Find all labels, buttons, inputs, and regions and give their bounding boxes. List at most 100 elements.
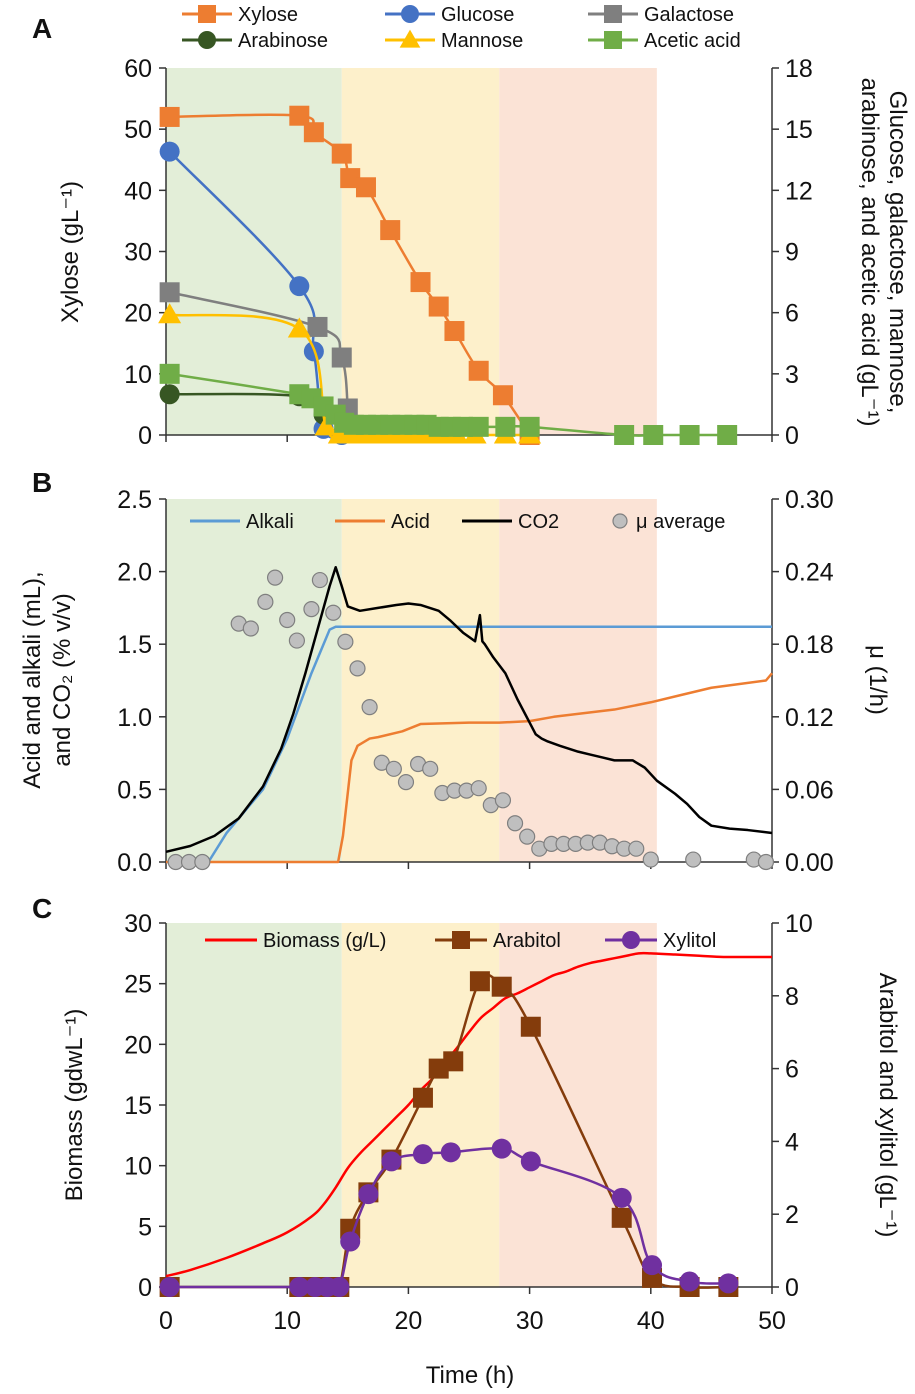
point-average [685, 851, 702, 868]
series-acetic-acid [159, 363, 738, 445]
point-xylose [428, 296, 449, 317]
legend-marker [612, 513, 628, 529]
axes-c: 0 5 10 15 20 25 30 0 2 4 6 8 10 0 10 20 30 40 50 [124, 910, 813, 1335]
line-alkali [166, 625, 772, 864]
point-xylitol [491, 1138, 512, 1159]
point-average [494, 792, 512, 809]
y-tick-label-right: 6 [785, 300, 799, 328]
x-tick-label: 30 [516, 1307, 544, 1335]
legend-marker [399, 29, 421, 48]
panel-a: A Xylose Glucose Galactose Arabinose Mannose… [32, 4, 911, 450]
line-co2 [165, 565, 773, 854]
point-average [337, 633, 354, 650]
point-xylose [468, 360, 489, 381]
point-average [266, 569, 284, 586]
legend-label: Glucose [441, 4, 514, 26]
point-average [642, 851, 659, 868]
point-average [311, 571, 329, 589]
y-tick-label-right: 4 [785, 1128, 799, 1156]
point-xylose [355, 177, 376, 198]
line-acid [166, 672, 773, 864]
y-tick-label-right: 6 [785, 1056, 799, 1084]
point-xylitol [412, 1144, 433, 1165]
legend-item-arabinose: Arabinose [182, 30, 328, 52]
point-average [194, 853, 211, 871]
point-average [349, 660, 366, 677]
y-axis-label-left-b-line1: Acid and alkali (mL), [19, 571, 46, 788]
point-xylose [303, 122, 324, 143]
y-tick-label-right: 0.06 [785, 776, 834, 804]
point-arabitol [491, 976, 512, 997]
point-acetic-acid [468, 416, 489, 437]
y-tick-label-left: 1.0 [117, 704, 152, 732]
phase-band-3 [499, 68, 657, 435]
point-xylitol [289, 1277, 310, 1297]
y-tick-label-left: 0 [138, 422, 152, 450]
point-average [506, 815, 524, 832]
panel-letter-b: B [32, 467, 52, 498]
point-xylose [492, 385, 513, 406]
series-a [158, 105, 738, 445]
legend-marker [604, 31, 622, 49]
point-xylitol [611, 1187, 632, 1208]
point-acetic-acid [452, 416, 473, 437]
point-average [303, 601, 320, 618]
point-xylose [380, 220, 401, 241]
y-tick-label-right: 9 [785, 239, 799, 267]
legend-label: Xylitol [663, 930, 716, 952]
point-glucose [289, 276, 310, 297]
legend-label: Arabitol [493, 930, 561, 952]
point-xylose [159, 106, 180, 127]
point-arabitol [469, 971, 490, 992]
point-galactose [159, 282, 180, 303]
legend-label: Arabinose [238, 30, 328, 52]
series-acid [166, 672, 773, 864]
y-tick-label-left: 20 [124, 1031, 152, 1059]
series-average [167, 569, 775, 871]
y-tick-label-right: 8 [785, 983, 799, 1011]
legend-label: Galactose [644, 4, 734, 26]
point-average [325, 604, 342, 621]
phase-band-3 [499, 499, 657, 862]
legend-item-xylitol: Xylitol [605, 930, 716, 952]
y-tick-label-right: 0.18 [785, 631, 834, 659]
legend-label: Alkali [246, 511, 294, 533]
point-xylose [410, 272, 431, 293]
point-acetic-acid [519, 416, 540, 437]
legend-b: Alkali Acid CO2 μ average [190, 511, 725, 533]
point-mannose [314, 415, 338, 436]
point-galactose [331, 347, 352, 368]
point-average [288, 632, 305, 649]
y-tick-label-left: 30 [124, 239, 152, 267]
legend-label: Xylose [238, 4, 298, 26]
panel-b: B 0.0 0.5 1.0 1.5 2.0 2.5 0.00 0.06 0.12 0.18 0.24… [19, 467, 891, 877]
legend-label: Acid [391, 511, 430, 533]
point-mannose [287, 317, 311, 338]
point-arabinose [159, 384, 180, 405]
legend-item-glucose: Glucose [385, 4, 514, 26]
point-arabitol [520, 1016, 541, 1037]
point-xylitol [642, 1255, 663, 1276]
y-tick-label-left: 0.5 [117, 776, 152, 804]
x-tick-label: 20 [394, 1307, 422, 1335]
legend-label: μ average [636, 511, 725, 533]
phase-backgrounds-b [166, 499, 657, 862]
y-tick-label-left: 60 [124, 55, 152, 83]
point-average [757, 853, 775, 871]
y-axis-label-right-a-line1: Glucose, galactose, mannose, [884, 91, 911, 414]
y-tick-label-left: 15 [124, 1092, 152, 1120]
point-xylose [444, 321, 465, 342]
legend-a: Xylose Glucose Galactose Arabinose Mannose Ac… [182, 4, 741, 52]
series-co2 [165, 565, 773, 854]
point-xylitol [358, 1184, 379, 1205]
point-xylose [289, 105, 310, 126]
legend-marker [198, 5, 216, 23]
legend-item-average: μ average [612, 511, 725, 533]
point-xylitol [329, 1277, 350, 1297]
panel-letter-a: A [32, 13, 52, 44]
point-average [279, 611, 296, 629]
point-average [422, 760, 439, 777]
point-galactose [307, 316, 328, 337]
point-xylitol [159, 1277, 180, 1297]
